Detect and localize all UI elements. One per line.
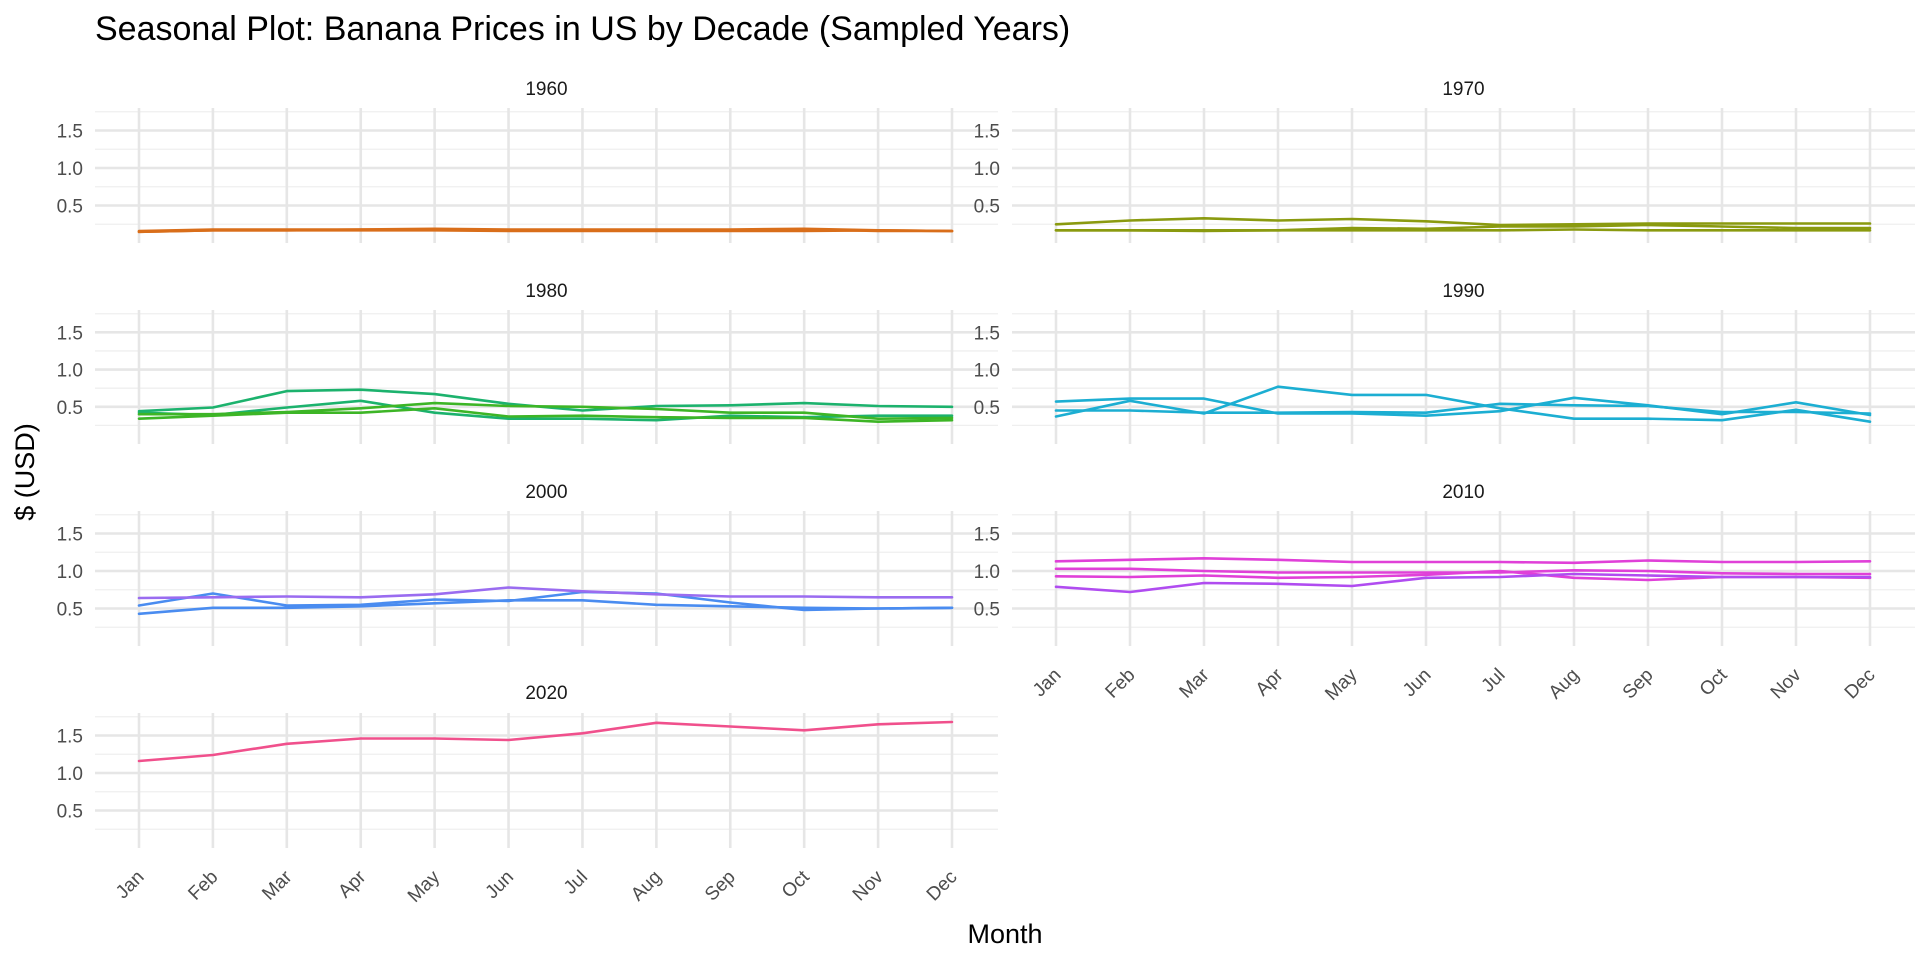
x-tick-label: Oct xyxy=(1696,664,1732,700)
x-tick-label: Aug xyxy=(627,867,666,906)
series-line-2010 xyxy=(1054,557,1872,565)
x-tick-label: Jun xyxy=(482,867,519,904)
series-line-2000 xyxy=(137,599,954,616)
series-line-1970 xyxy=(1054,228,1872,233)
facet-strip-label: 2020 xyxy=(525,683,567,704)
y-axis-title: $ (USD) xyxy=(10,423,40,521)
facet-panel-1960: 1960 0.5 1.0 1.5 xyxy=(57,79,998,243)
y-tick-label: 1.0 xyxy=(974,361,1000,382)
y-tick-label: 1.0 xyxy=(974,562,1000,583)
y-tick-label: 0.5 xyxy=(57,197,83,218)
y-tick-label: 1.5 xyxy=(974,122,1000,143)
series-line-1980 xyxy=(137,399,954,422)
y-tick-label: 0.5 xyxy=(974,398,1000,419)
x-tick-label: Dec xyxy=(1841,665,1880,704)
series-line-2000 xyxy=(137,590,954,612)
x-tick-label: Feb xyxy=(1102,665,1140,703)
x-tick-label: Jul xyxy=(560,867,592,899)
y-tick-label: 1.5 xyxy=(57,727,83,748)
y-tick-label: 1.0 xyxy=(57,764,83,785)
y-tick-label: 0.5 xyxy=(57,600,83,621)
y-tick-label: 0.5 xyxy=(57,398,83,419)
x-axis-title: Month xyxy=(967,919,1042,949)
facet-strip-label: 1960 xyxy=(525,79,567,100)
y-tick-label: 1.0 xyxy=(974,159,1000,180)
x-tick-label: Nov xyxy=(1767,664,1806,703)
x-tick-label: Jan xyxy=(112,867,149,904)
y-tick-label: 1.5 xyxy=(974,525,1000,546)
series-line-2020 xyxy=(137,720,954,763)
facet-strip-label: 2000 xyxy=(525,482,567,503)
x-tick-label: Jul xyxy=(1478,665,1510,697)
x-tick-label: Oct xyxy=(778,866,814,902)
y-tick-label: 1.5 xyxy=(974,323,1000,344)
facet-strip-label: 1990 xyxy=(1442,281,1484,302)
facet-strip-label: 1980 xyxy=(525,281,567,302)
facet-strip-label: 2010 xyxy=(1442,482,1484,503)
y-tick-label: 1.0 xyxy=(57,361,83,382)
x-tick-label: Mar xyxy=(258,866,296,904)
series-line-1980 xyxy=(137,401,954,420)
y-tick-label: 1.5 xyxy=(57,323,83,344)
facet-panels: 19600.51.01.519700.51.01.519800.51.01.51… xyxy=(57,79,1915,907)
y-tick-label: 1.0 xyxy=(57,159,83,180)
facet-panel-2000: 2000 0.5 1.0 1.5 xyxy=(57,482,998,646)
facet-strip-label: 1970 xyxy=(1442,79,1484,100)
series-line-2010 xyxy=(1054,572,1872,594)
y-tick-label: 0.5 xyxy=(974,197,1000,218)
x-tick-label: Jun xyxy=(1399,665,1436,702)
series-line-1970 xyxy=(1054,217,1872,227)
x-tick-label: Mar xyxy=(1176,664,1214,702)
x-tick-label: Sep xyxy=(1619,665,1658,704)
facet-panel-1980: 1980 0.5 1.0 1.5 xyxy=(57,281,998,444)
y-tick-label: 1.0 xyxy=(57,562,83,583)
y-tick-label: 0.5 xyxy=(974,600,1000,621)
y-tick-label: 1.5 xyxy=(57,122,83,143)
y-tick-label: 0.5 xyxy=(57,802,83,823)
facet-panel-1970: 1970 0.5 1.0 1.5 xyxy=(974,79,1915,243)
chart-title: Seasonal Plot: Banana Prices in US by De… xyxy=(95,10,1070,48)
facet-panel-2010: 2010 0.5 1.0 1.5 Jan Feb Mar Apr May Jun Jul Aug Sep… xyxy=(974,482,1915,705)
x-tick-label: Aug xyxy=(1545,665,1584,704)
series-line-1960 xyxy=(137,228,954,234)
x-tick-label: Jan xyxy=(1029,665,1066,702)
y-tick-label: 1.5 xyxy=(57,525,83,546)
x-tick-label: Apr xyxy=(1252,664,1288,700)
x-tick-label: Sep xyxy=(701,867,740,906)
x-tick-label: Dec xyxy=(923,867,962,906)
facet-panel-2020: 2020 0.5 1.0 1.5 Jan Feb Mar Apr May Jun Jul Aug Sep… xyxy=(57,683,998,907)
x-tick-label: May xyxy=(1321,664,1362,705)
x-tick-label: Feb xyxy=(184,867,222,905)
series-line-1990 xyxy=(1054,385,1872,423)
series-line-2000 xyxy=(137,586,954,600)
series-line-1990 xyxy=(1054,402,1872,415)
facet-panel-1990: 1990 0.5 1.0 1.5 xyxy=(974,281,1915,444)
x-tick-label: Apr xyxy=(334,866,370,902)
x-tick-label: May xyxy=(404,866,445,907)
x-tick-label: Nov xyxy=(849,866,888,905)
